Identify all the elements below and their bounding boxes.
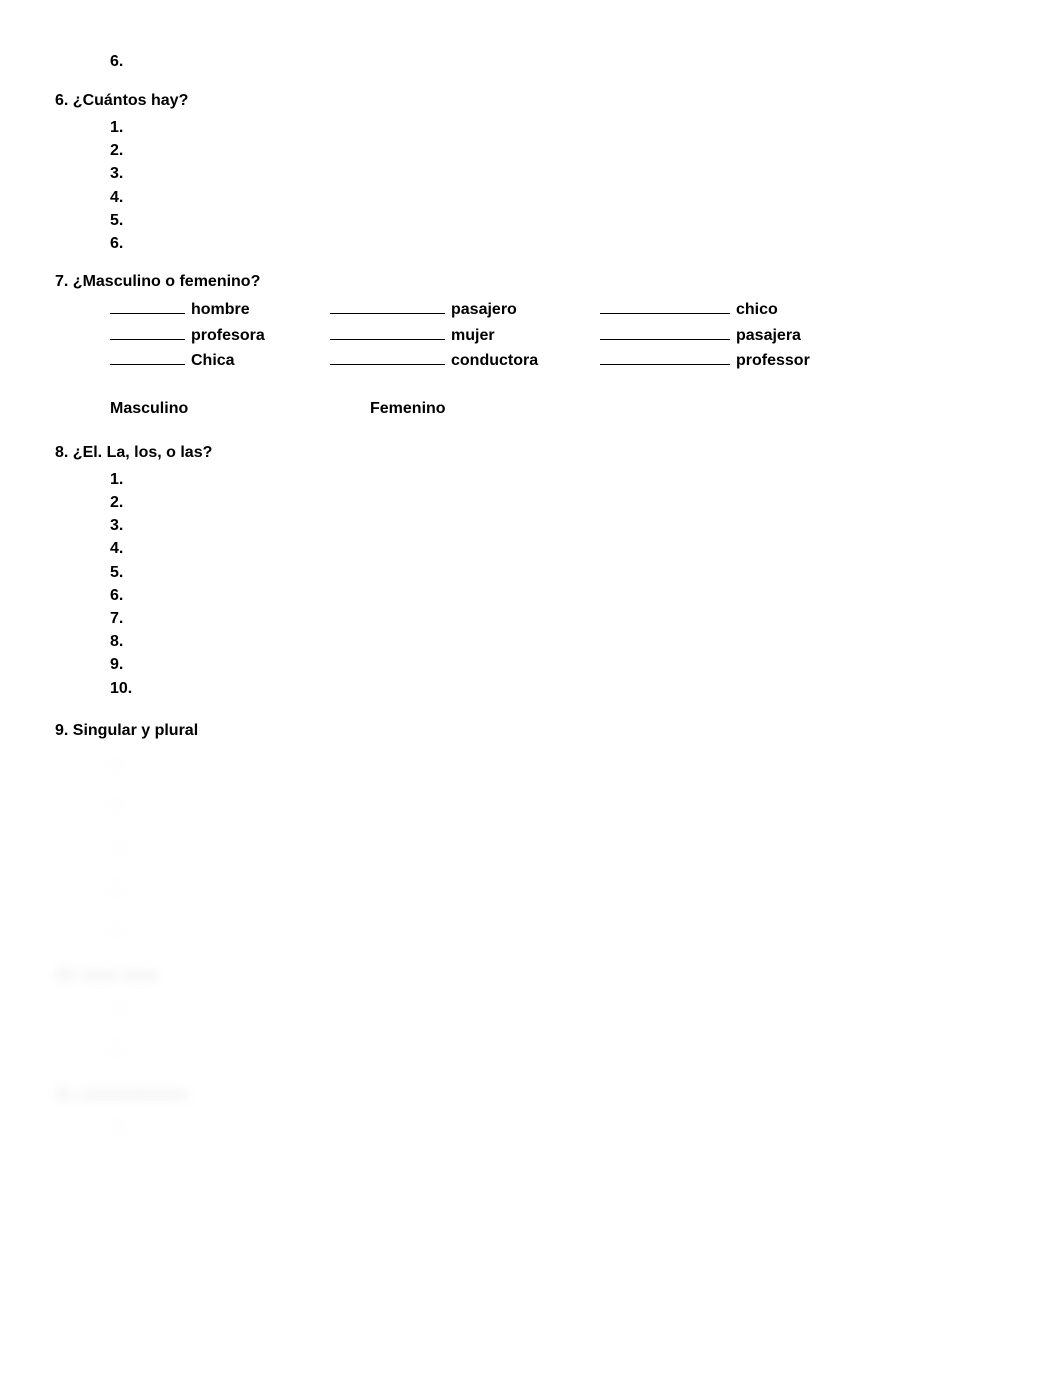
fill-blank	[330, 339, 445, 340]
fill-blank	[600, 339, 730, 340]
list-item: 7.	[110, 607, 1007, 630]
q7-cell: mujer	[330, 323, 600, 349]
q10-blurred: — —	[110, 993, 1007, 1064]
q7-word: mujer	[451, 323, 495, 349]
list-item: 6.	[110, 232, 1007, 255]
q7-label-femenino: Femenino	[370, 400, 446, 418]
q8-title: 8. ¿El. La, los, o las?	[55, 444, 1007, 462]
q7-word: profesora	[191, 323, 265, 349]
q6-list: 1. 2. 3. 4. 5. 6.	[110, 116, 1007, 255]
q11-blurred: —	[110, 1112, 1007, 1141]
fill-blank	[110, 339, 185, 340]
q8-list: 1. 2. 3. 4. 5. 6. 7. 8. 9. 10.	[110, 468, 1007, 700]
fill-blank	[110, 364, 185, 365]
list-item: 4.	[110, 537, 1007, 560]
q7-label-masculino: Masculino	[110, 400, 370, 418]
blur-item: —	[110, 874, 1007, 903]
q9-blurred: — — — — —	[110, 750, 1007, 945]
q7-cell: profesora	[110, 323, 330, 349]
q11-title-blurred: 11. xxxxxxxxxxxx	[55, 1086, 1007, 1104]
q7-row: Chica conductora professor	[110, 348, 1007, 374]
q7-labels: Masculino Femenino	[110, 400, 1007, 418]
blur-item: —	[110, 791, 1007, 820]
list-item: 9.	[110, 653, 1007, 676]
blur-item: —	[110, 993, 1007, 1022]
list-item: 5.	[110, 561, 1007, 584]
q7-word: professor	[736, 348, 810, 374]
blur-item: —	[110, 915, 1007, 944]
fill-blank	[330, 364, 445, 365]
list-item: 3.	[110, 514, 1007, 537]
list-item: 2.	[110, 491, 1007, 514]
q7-cell: Chica	[110, 348, 330, 374]
blur-item: —	[110, 1034, 1007, 1063]
q7-cell: pasajero	[330, 297, 600, 323]
q7-word: chico	[736, 297, 778, 323]
q7-word: Chica	[191, 348, 235, 374]
q7-word: pasajera	[736, 323, 801, 349]
blur-item: —	[110, 833, 1007, 862]
q7-cell: pasajera	[600, 323, 880, 349]
q7-row: hombre pasajero chico	[110, 297, 1007, 323]
list-item: 1.	[110, 116, 1007, 139]
list-item: 4.	[110, 186, 1007, 209]
list-item: 10.	[110, 677, 1007, 700]
q7-grid: hombre pasajero chico profesora mujer pa…	[110, 297, 1007, 374]
q7-title: 7. ¿Masculino o femenino?	[55, 273, 1007, 291]
list-item: 3.	[110, 162, 1007, 185]
list-item: 6.	[110, 584, 1007, 607]
q7-cell: professor	[600, 348, 880, 374]
q7-word: pasajero	[451, 297, 517, 323]
fill-blank	[330, 313, 445, 314]
q10-title-blurred: 10. xxxx xxxx	[55, 967, 1007, 985]
list-item: 5.	[110, 209, 1007, 232]
fill-blank	[110, 313, 185, 314]
list-item: 1.	[110, 468, 1007, 491]
prelist-item-6: 6.	[110, 50, 1007, 74]
blur-item: —	[110, 1112, 1007, 1141]
q7-word: conductora	[451, 348, 538, 374]
fill-blank	[600, 313, 730, 314]
q9-title: 9. Singular y plural	[55, 722, 1007, 740]
q7-row: profesora mujer pasajera	[110, 323, 1007, 349]
q6-title: 6. ¿Cuántos hay?	[55, 92, 1007, 110]
q7-cell: conductora	[330, 348, 600, 374]
fill-blank	[600, 364, 730, 365]
list-item: 8.	[110, 630, 1007, 653]
q7-cell: chico	[600, 297, 880, 323]
q7-cell: hombre	[110, 297, 330, 323]
blur-item: —	[110, 750, 1007, 779]
q7-word: hombre	[191, 297, 250, 323]
list-item: 2.	[110, 139, 1007, 162]
